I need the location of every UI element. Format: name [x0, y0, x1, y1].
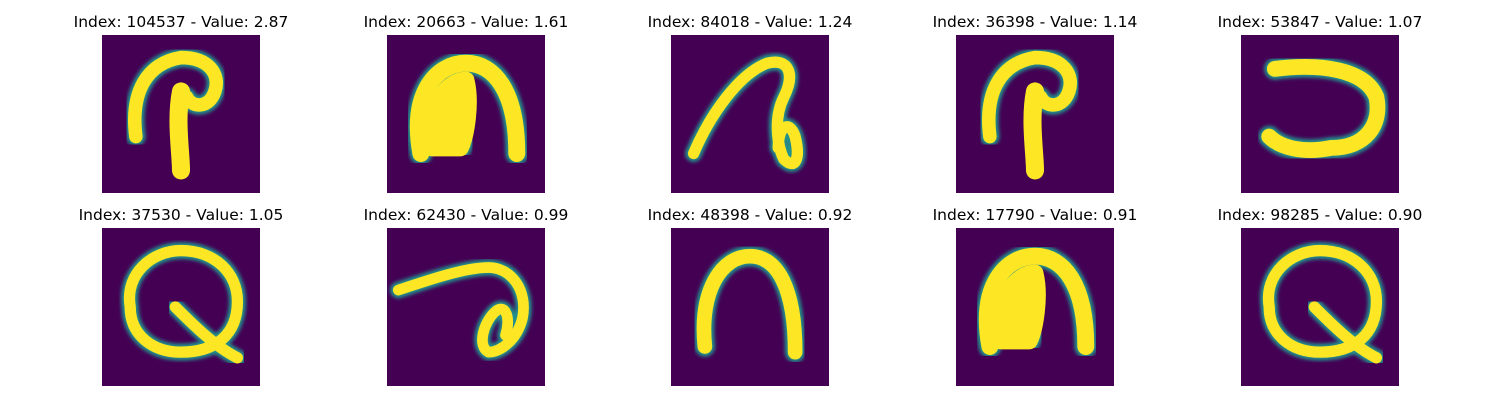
glyph-stroke [422, 71, 477, 157]
glyph-stroke [169, 82, 191, 180]
digit-glyph [121, 242, 246, 367]
digit-image [1241, 35, 1399, 193]
panel-title: Index: 37530 - Value: 1.05 [78, 206, 284, 224]
digit-image [956, 228, 1114, 386]
digit-image [102, 228, 260, 386]
glyph-stroke [1023, 82, 1045, 180]
digit-glyph [407, 51, 529, 165]
digit-image [102, 35, 260, 193]
glyph-stroke [123, 244, 244, 358]
digit-glyph [976, 244, 1098, 358]
digit-image [671, 228, 829, 386]
glyph-stroke [128, 50, 223, 144]
digit-glyph [979, 47, 1080, 183]
panel-title: Index: 62430 - Value: 0.99 [363, 206, 569, 224]
glyph-stroke [696, 248, 803, 360]
panel-title: Index: 53847 - Value: 1.07 [1217, 13, 1423, 31]
digit-image [956, 35, 1114, 193]
glyph-stroke [982, 50, 1077, 144]
glyph-stroke [991, 264, 1046, 350]
digit-glyph [1260, 242, 1385, 367]
glyph-stroke [1262, 244, 1383, 358]
panel-title: Index: 36398 - Value: 1.14 [932, 13, 1138, 31]
digit-glyph [693, 246, 806, 363]
panel-title: Index: 20663 - Value: 1.61 [363, 13, 569, 31]
panel-title: Index: 17790 - Value: 0.91 [932, 206, 1138, 224]
glyph-stroke [687, 56, 803, 170]
digit-glyph [685, 53, 806, 172]
glyph-stroke [392, 262, 529, 358]
digit-glyph [390, 259, 532, 361]
glyph-stroke [1308, 301, 1383, 364]
panel-title: Index: 98285 - Value: 0.90 [1217, 206, 1423, 224]
glyph-stroke [169, 301, 244, 364]
panel-title: Index: 104537 - Value: 2.87 [73, 13, 289, 31]
digit-glyph [1258, 56, 1389, 161]
panel-title: Index: 84018 - Value: 1.24 [647, 13, 853, 31]
digit-image [1241, 228, 1399, 386]
glyph-stroke [1261, 59, 1386, 158]
digit-image [387, 228, 545, 386]
glyph-stroke [409, 54, 526, 162]
glyph-stroke [978, 247, 1095, 355]
digit-glyph [125, 47, 226, 183]
digit-image [387, 35, 545, 193]
panel-title: Index: 48398 - Value: 0.92 [647, 206, 853, 224]
digit-image [671, 35, 829, 193]
